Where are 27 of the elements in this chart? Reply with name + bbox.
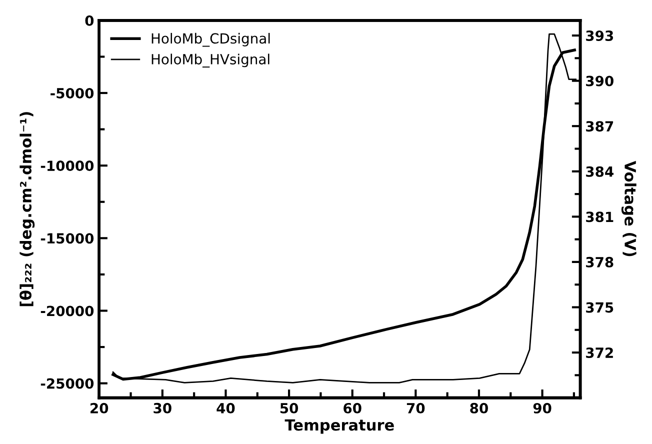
x-tick-label: 30 — [154, 402, 172, 414]
x-tick-label: 90 — [533, 402, 552, 414]
y2-tick-label: 387 — [586, 121, 614, 132]
y2-tick-label: 381 — [586, 212, 614, 222]
y-tick-label: 0 — [85, 15, 94, 26]
y2-tick-label: 393 — [586, 30, 614, 41]
y2-tick-label: 390 — [586, 76, 614, 86]
y-tick-label: -25000 — [40, 378, 94, 389]
x-tick-label: 50 — [280, 402, 298, 414]
y2-axis-title: Voltage (V) — [621, 160, 636, 256]
y2-tick-label: 372 — [586, 348, 613, 358]
y-axis-title: [θ]₂₂₂ (deg.cm².dmol⁻¹) — [20, 112, 35, 306]
y-tick-label: -5000 — [50, 88, 94, 98]
x-tick-label: 80 — [470, 402, 488, 414]
y-tick-label: -15000 — [40, 233, 94, 244]
y2-tick-label: 384 — [586, 166, 614, 177]
x-axis-title: Temperature — [284, 419, 394, 434]
legend-label: HoloMb_CDsignal — [152, 32, 270, 47]
y2-tick-label: 378 — [586, 256, 614, 268]
y-tick-label: -20000 — [40, 306, 94, 316]
x-tick-label: 60 — [344, 402, 362, 414]
x-tick-label: 40 — [216, 402, 235, 414]
y-tick-label: -10000 — [40, 160, 94, 172]
legend-label: HoloMb_HVsignal — [152, 54, 270, 68]
x-tick-label: 70 — [406, 402, 425, 414]
x-tick-label: 20 — [90, 402, 108, 414]
y2-tick-label: 375 — [586, 302, 614, 313]
